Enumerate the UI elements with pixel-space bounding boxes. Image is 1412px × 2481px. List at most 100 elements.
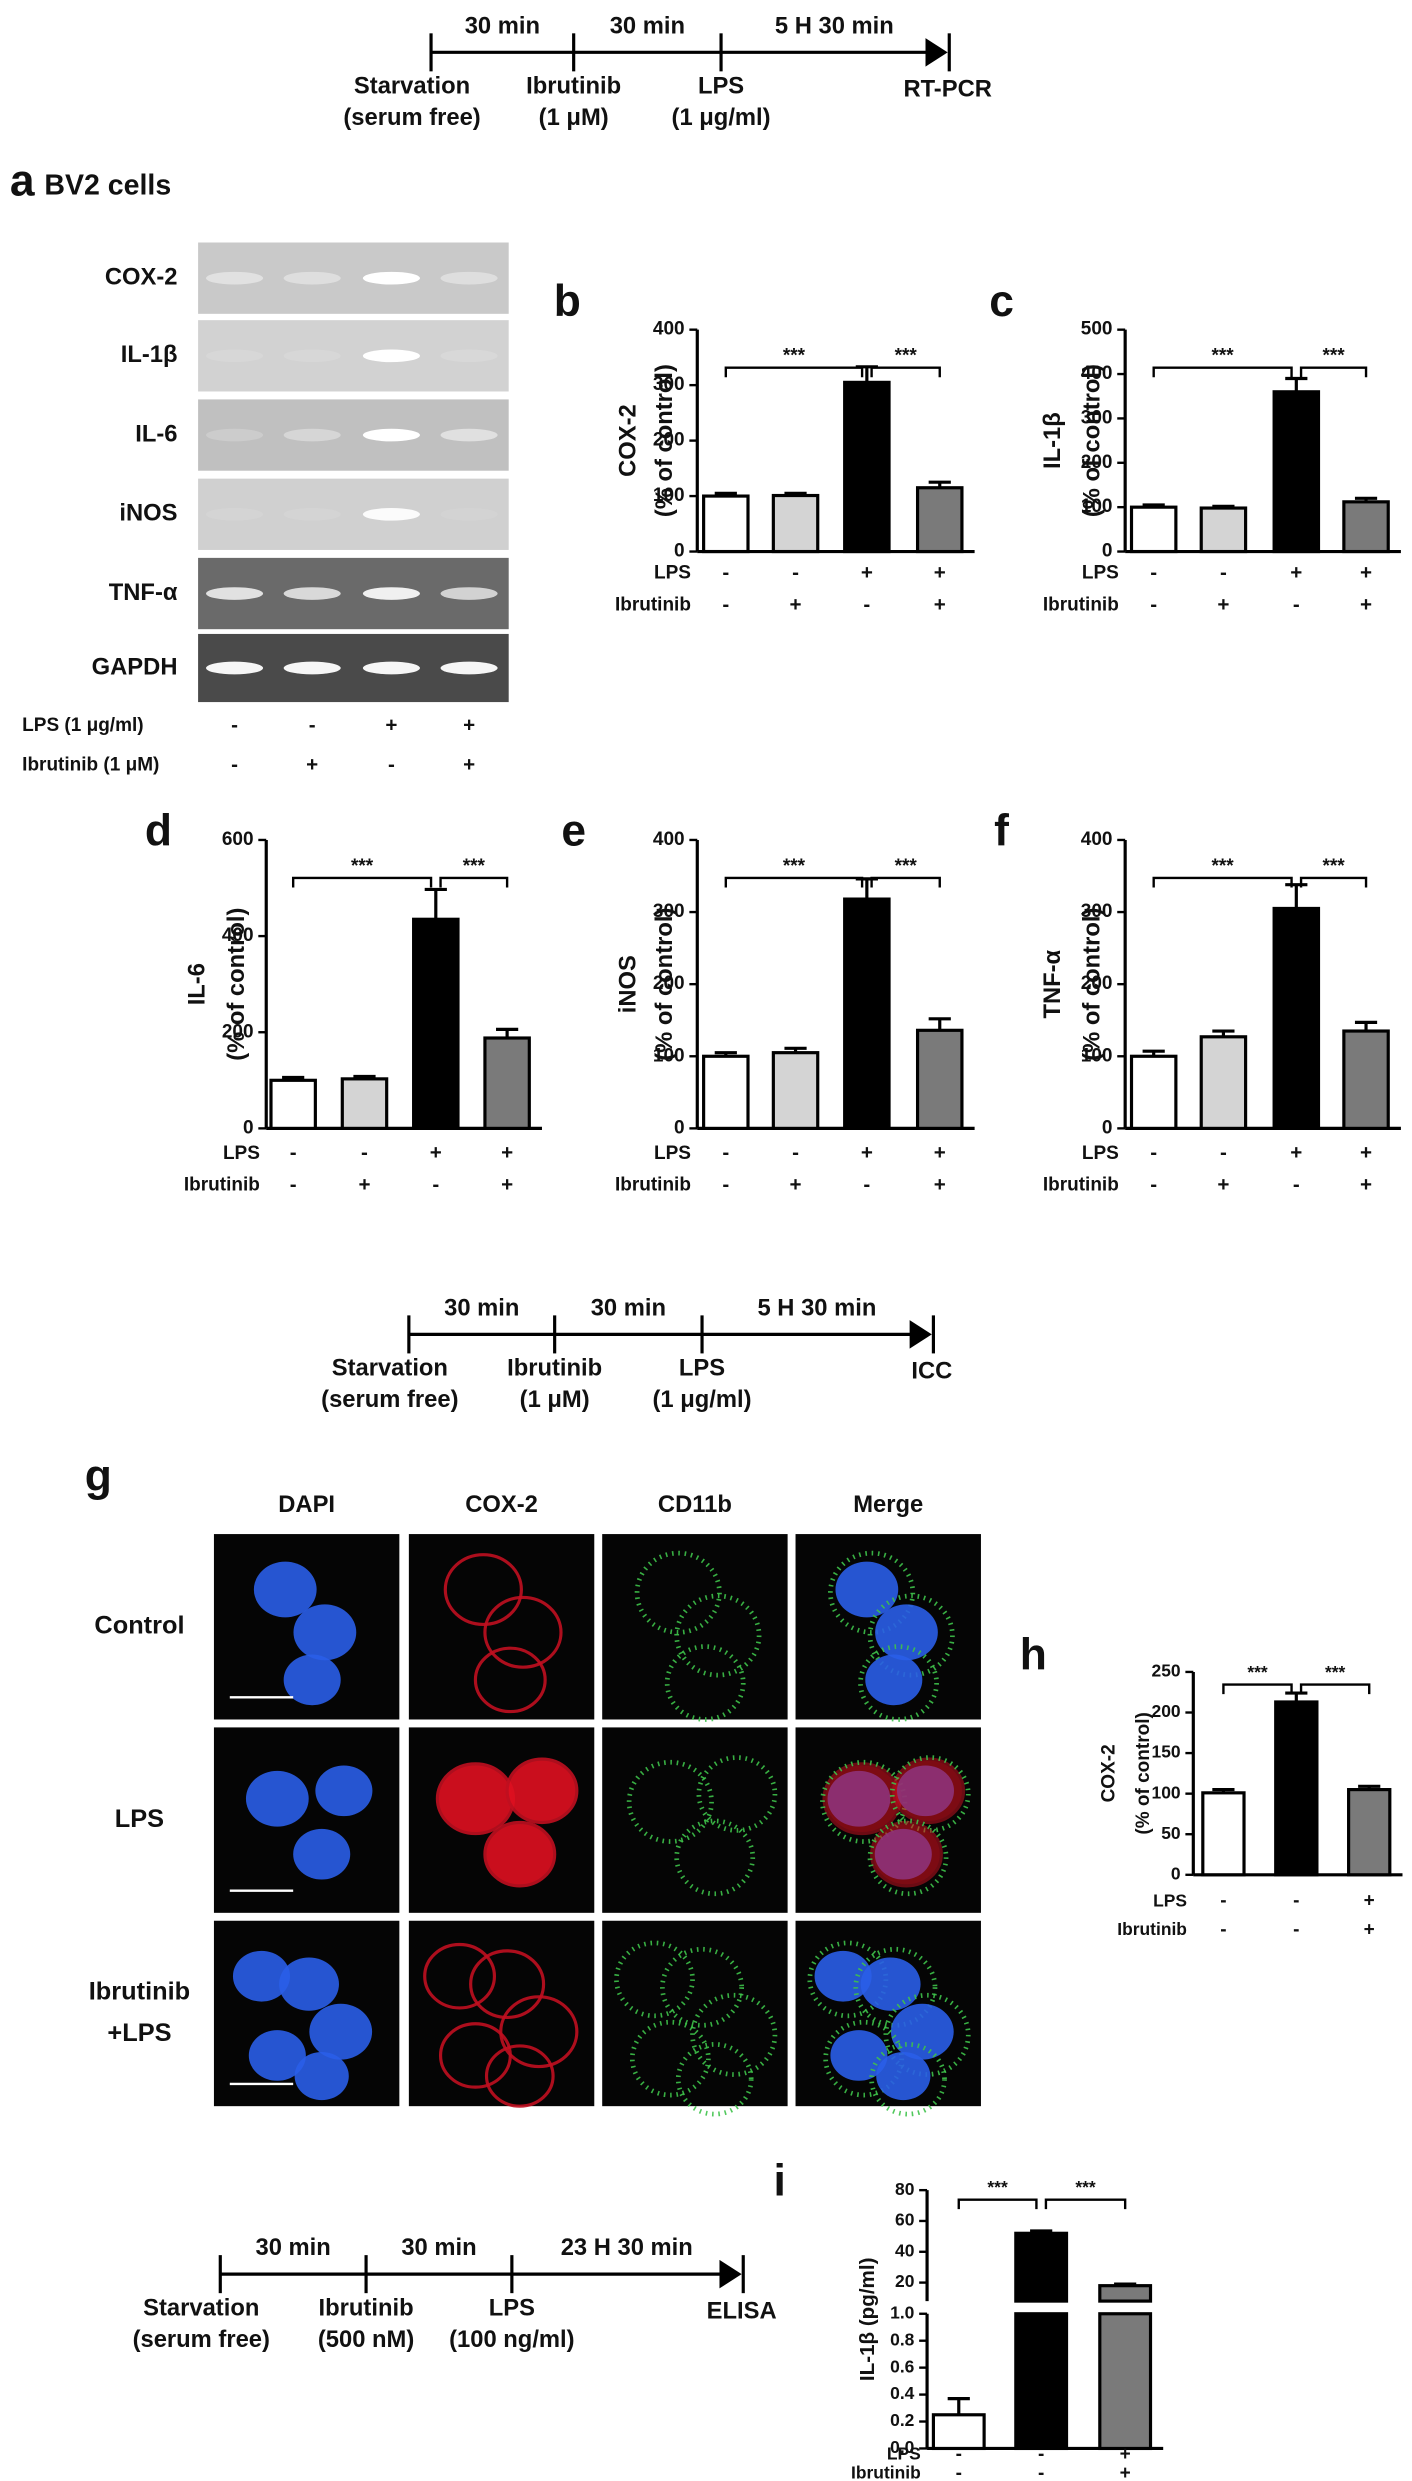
cd11b-signal xyxy=(867,1818,949,1897)
y-tick-label: 50 xyxy=(1161,1823,1180,1843)
bar xyxy=(1014,2312,1069,2451)
gel-band xyxy=(440,349,498,363)
bar xyxy=(1201,1791,1246,1877)
condition-sign: + xyxy=(861,1141,873,1164)
nucleus xyxy=(294,2051,349,2101)
cox2-signal xyxy=(423,1942,497,2010)
condition-sign: - xyxy=(1293,1173,1300,1196)
bar xyxy=(1272,390,1321,554)
error-bar xyxy=(714,491,737,497)
condition-sign: + xyxy=(1360,593,1372,616)
y-axis-label: (% of control) xyxy=(651,908,678,1061)
error-bar xyxy=(1358,1784,1381,1790)
y-tick-label: 300 xyxy=(653,374,685,395)
cd11b-signal xyxy=(629,2019,711,2098)
end-label: ELISA xyxy=(707,2297,777,2324)
significance-label: *** xyxy=(987,2177,1008,2197)
gel-band xyxy=(362,349,420,363)
column-label: DAPI xyxy=(278,1491,335,1518)
error-bar xyxy=(1212,504,1235,509)
error-bar xyxy=(1212,1029,1235,1037)
condition-sign: - xyxy=(290,1141,297,1164)
significance-label: *** xyxy=(1212,856,1235,877)
condition-label: LPS xyxy=(1082,563,1119,584)
cd11b-signal xyxy=(660,1946,745,2028)
row-label: +LPS xyxy=(107,2019,171,2047)
condition-sign: + xyxy=(934,1141,946,1164)
gene-label: iNOS xyxy=(119,500,177,527)
gel-strip xyxy=(198,320,509,392)
y-tick-label: 200 xyxy=(653,973,685,994)
y-tick-label: 100 xyxy=(653,1045,685,1066)
cd11b-signal xyxy=(674,1818,756,1897)
y-tick-label: 400 xyxy=(222,925,254,946)
nucleus xyxy=(876,2051,931,2101)
y-axis-label: (% of control) xyxy=(223,908,250,1061)
condition-sign: - xyxy=(361,1141,368,1164)
significance-label: *** xyxy=(1322,856,1345,877)
nucleus xyxy=(865,1654,923,1706)
condition-label: Ibrutinib xyxy=(1043,1174,1119,1195)
bar xyxy=(843,380,891,554)
significance-bracket xyxy=(957,2198,1038,2210)
cox2-signal xyxy=(505,1757,579,1825)
gel-band xyxy=(283,271,341,285)
gel-band xyxy=(362,661,420,675)
y-axis-label: IL-1β xyxy=(1039,412,1066,469)
error-bar xyxy=(928,480,951,488)
gene-label: IL-6 xyxy=(135,420,177,447)
row-label: Ibrutinib xyxy=(89,1978,190,2006)
y-tick-label: 200 xyxy=(1081,452,1113,473)
column-label: COX-2 xyxy=(465,1491,538,1518)
step-label: (serum free) xyxy=(343,104,480,131)
y-tick-label: 0.2 xyxy=(890,2410,914,2430)
error-bar xyxy=(784,491,807,496)
bar-upper xyxy=(1014,2231,1069,2303)
condition-sign: + xyxy=(1120,2444,1131,2465)
gene-label: GAPDH xyxy=(92,653,178,680)
condition-label: LPS xyxy=(223,1143,260,1164)
nucleus xyxy=(860,1957,921,2011)
bar xyxy=(1347,1788,1392,1877)
bar xyxy=(1199,506,1248,554)
error-bar xyxy=(928,1017,951,1031)
nucleus xyxy=(890,2003,954,2060)
y-axis-label: COX-2 xyxy=(614,404,641,477)
bar xyxy=(1129,505,1178,554)
gel-band xyxy=(283,507,341,521)
bar xyxy=(1098,2312,1153,2451)
cox2-signal xyxy=(483,1595,563,1669)
cd11b-signal xyxy=(690,1992,778,2077)
significance-bracket xyxy=(870,876,941,888)
y-tick-label: 100 xyxy=(653,485,685,506)
condition-sign: - xyxy=(722,593,729,616)
bar xyxy=(915,1028,964,1130)
condition-sign: - xyxy=(792,1141,799,1164)
significance-bracket xyxy=(1044,2198,1127,2210)
y-tick-label: 0 xyxy=(674,541,685,562)
gel-band xyxy=(440,587,498,600)
step-label: Starvation xyxy=(143,2294,259,2321)
condition-sign: + xyxy=(1364,1919,1375,1940)
step-label: (serum free) xyxy=(321,1386,458,1413)
error-bar xyxy=(1212,1788,1235,1793)
row-label: LPS xyxy=(115,1805,164,1833)
y-axis-label: IL-1β (pg/ml) xyxy=(856,2258,879,2382)
y-tick-label: 250 xyxy=(1152,1661,1181,1681)
y-axis-label: iNOS xyxy=(614,955,641,1013)
y-tick-label: 100 xyxy=(1152,1782,1181,1802)
condition-sign: + xyxy=(501,1141,513,1164)
panel-title: BV2 cells xyxy=(44,170,171,202)
row-label: Control xyxy=(94,1611,184,1639)
condition-sign: + xyxy=(934,561,946,584)
condition-sign: - xyxy=(231,713,238,736)
cox2-signal xyxy=(469,1949,546,2020)
bar xyxy=(702,1054,750,1130)
y-tick-label: 80 xyxy=(895,2179,914,2199)
bar xyxy=(702,494,750,554)
condition-sign: - xyxy=(956,2463,962,2481)
significance-label: *** xyxy=(895,346,918,367)
significance-label: *** xyxy=(1075,2177,1096,2197)
gel-band xyxy=(206,587,264,600)
